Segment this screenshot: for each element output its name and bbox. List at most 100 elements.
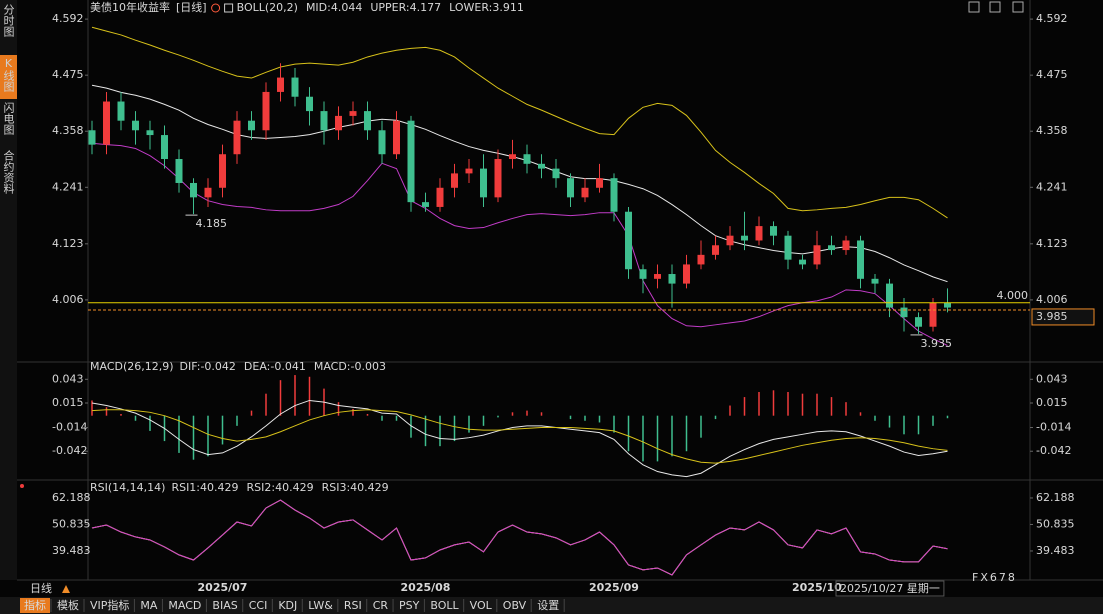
candle-body (596, 178, 603, 188)
x-tick-label: 2025/10 (792, 581, 842, 594)
toolbar-item[interactable]: BIAS (212, 599, 237, 612)
icon[interactable] (1012, 1, 1024, 13)
indicator-line (91, 399, 948, 478)
candle-body (465, 168, 473, 174)
sidebar (0, 0, 17, 580)
sidebar-tab[interactable]: 闪电图 (2, 101, 15, 136)
candle-body (407, 120, 415, 203)
legend-text: RSI2:40.429 (247, 481, 314, 494)
candle-body (117, 101, 125, 121)
candle-body (726, 235, 734, 246)
icon[interactable] (224, 3, 234, 13)
y-tick-label: 4.358 (52, 124, 84, 137)
y-tick-label: -0.042 (52, 444, 87, 457)
toolbar-item[interactable]: 设置 (537, 599, 559, 612)
period-label[interactable]: 日线 (30, 581, 52, 595)
candle-body (523, 154, 531, 164)
toolbar-item[interactable]: 模板 (57, 598, 79, 612)
candle-body (813, 245, 821, 265)
toolbar-item[interactable]: LW& (308, 599, 333, 612)
icon[interactable] (211, 3, 221, 13)
candle-body (233, 120, 241, 155)
y-tick-label: 0.043 (52, 372, 84, 385)
legend-text: RSI3:40.429 (322, 481, 389, 494)
sidebar-tab[interactable]: 合约资料 (2, 149, 15, 195)
y-tick-label: 50.835 (1036, 517, 1075, 530)
candle-body (262, 91, 270, 131)
candle-body (88, 130, 96, 145)
legend-text: RSI1:40.429 (171, 481, 238, 494)
candle-body (132, 120, 139, 131)
legend-text: 美债10年收益率 (90, 0, 170, 14)
toolbar-item[interactable]: MACD (168, 599, 201, 612)
candle-body (248, 120, 255, 131)
y-tick-label: 62.188 (1036, 491, 1075, 504)
legend-text: RSI(14,14,14) (90, 481, 165, 494)
candle-body (509, 154, 516, 160)
y-tick-label: 4.241 (1036, 180, 1068, 193)
toolbar-item[interactable]: CR (373, 599, 389, 612)
y-tick-label: 4.241 (52, 180, 84, 193)
toolbar-item[interactable]: OBV (503, 599, 527, 612)
sidebar-tab[interactable]: K线图 (2, 57, 15, 93)
candle-body (784, 235, 792, 260)
x-tick-label: 2025/07 (198, 581, 248, 594)
candle-body (451, 173, 458, 188)
date-label: 2025/10/27 星期一 (840, 582, 940, 595)
candle-body (741, 235, 748, 241)
x-tick-label: 2025/09 (589, 581, 639, 594)
candle-body (436, 187, 444, 207)
low-label: 4.185 (196, 217, 228, 230)
sidebar-tab[interactable]: 分时图 (2, 4, 15, 38)
last-price-label: 3.985 (1036, 310, 1068, 323)
legend-text: [日线] (176, 0, 207, 14)
toolbar-item[interactable]: KDJ (278, 599, 297, 612)
toolbar-item[interactable]: MA (140, 599, 157, 612)
candle-body (552, 168, 560, 179)
toolbar-item[interactable]: 指标 (24, 598, 46, 612)
candle-body (538, 163, 545, 169)
candle-body (654, 274, 661, 279)
legend-text: MACD:-0.003 (314, 360, 386, 373)
candle-body (683, 264, 690, 284)
period-arrow[interactable] (62, 585, 70, 593)
candle-body (103, 101, 110, 145)
reference-label: 4.000 (997, 289, 1029, 302)
icon[interactable] (989, 1, 1001, 13)
toolbar-item[interactable]: PSY (399, 599, 420, 612)
candle-body (393, 120, 400, 155)
candle-body (755, 226, 763, 241)
y-tick-label: 4.006 (52, 293, 84, 306)
y-tick-label: 50.835 (52, 517, 91, 530)
candle-body (900, 307, 908, 318)
candle-body (219, 154, 226, 188)
toolbar-item[interactable]: CCI (249, 599, 268, 612)
candle-body (364, 111, 371, 131)
legend-text: UPPER:4.177 (370, 1, 441, 14)
toolbar-item[interactable]: BOLL (430, 599, 459, 612)
legend-text: DIF:-0.042 (180, 360, 236, 373)
window-icons (968, 1, 1024, 13)
y-tick-label: 4.123 (1036, 237, 1068, 250)
toolbar-item[interactable]: VIP指标 (90, 598, 129, 612)
candle-body (146, 130, 154, 136)
indicator-line (91, 499, 948, 576)
candle-body (610, 178, 618, 212)
candle-body (915, 317, 922, 327)
candle-body (190, 182, 197, 198)
watermark: FX678 (972, 571, 1017, 584)
toolbar-active (20, 598, 50, 613)
icon[interactable] (968, 1, 980, 13)
candle-body (625, 211, 632, 270)
y-tick-label: 39.483 (1036, 544, 1075, 557)
y-tick-label: -0.014 (1036, 421, 1071, 434)
toolbar-item[interactable]: RSI (344, 599, 362, 612)
y-tick-label: 4.475 (1036, 68, 1068, 81)
legend-text: DEA:-0.041 (244, 360, 306, 373)
candle-body (175, 159, 183, 183)
y-tick-label: 4.006 (1036, 293, 1068, 306)
candle-body (639, 269, 647, 279)
candle-body (161, 135, 168, 160)
toolbar-item[interactable]: VOL (470, 599, 493, 612)
